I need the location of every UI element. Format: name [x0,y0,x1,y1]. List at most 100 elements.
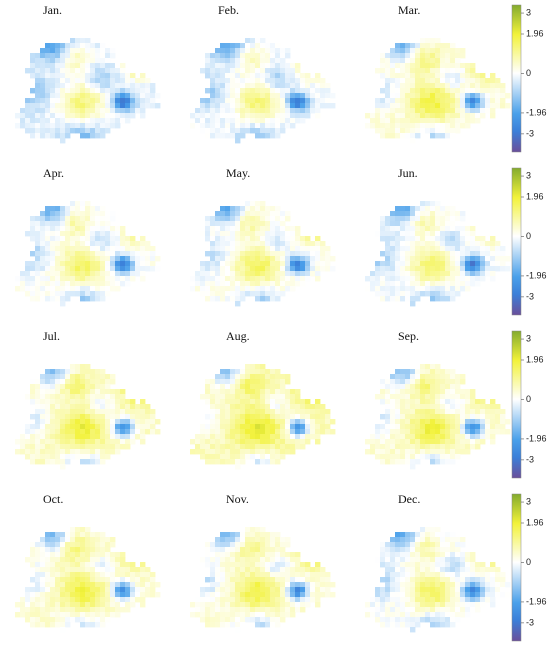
map-cell [275,221,281,227]
map-cell [460,562,466,568]
map-cell [455,607,461,613]
map-cell [410,414,416,420]
map-cell [290,394,296,400]
map-cell [50,108,56,114]
map-cell [260,572,266,578]
map-cell [455,88,461,94]
map-cell [375,261,381,267]
map-cell [30,88,36,94]
map-cell [395,597,401,603]
map-cell [280,58,286,64]
map-cell [375,118,381,124]
map-cell [100,93,106,99]
map-cell [390,291,396,297]
map-cell [450,83,456,89]
map-cell [315,113,321,119]
map-cell [460,246,466,252]
map-cell [480,93,486,99]
map-cell [75,434,81,440]
map-cell [400,236,406,242]
map-cell [50,73,56,79]
map-cell [235,399,241,405]
map-cell [255,622,261,628]
map-cell [25,291,31,297]
map-cell [100,216,106,222]
map-cell [320,404,326,410]
map-cell [440,118,446,124]
map-cell [415,281,421,287]
map-cell [30,379,36,385]
map-cell [390,384,396,390]
map-cell [315,404,321,410]
map-cell [395,617,401,623]
map-cell [390,118,396,124]
map-cell [65,286,71,292]
map-cell [485,108,491,114]
map-cell [30,63,36,69]
map-cell [435,118,441,124]
map-cell [385,542,391,548]
map-cell [415,48,421,54]
map-cell [460,211,466,217]
map-cell [250,53,256,59]
map-cell [70,527,76,533]
map-cell [220,552,226,558]
map-cell [115,281,121,287]
map-cell [405,567,411,573]
map-cell [280,602,286,608]
map-cell [95,602,101,608]
map-cell [50,557,56,563]
map-cell [275,133,281,139]
map-cell [130,93,136,99]
map-cell [240,582,246,588]
map-cell [245,532,251,538]
map-cell [405,48,411,54]
map-cell [210,231,216,237]
map-cell [100,236,106,242]
map-cell [480,567,486,573]
map-cell [405,582,411,588]
map-cell [95,236,101,242]
map-cell [145,251,151,257]
map-cell [70,231,76,237]
map-cell [450,404,456,410]
map-cell [135,93,141,99]
map-cell [450,414,456,420]
map-cell [50,597,56,603]
map-cell [275,439,281,445]
map-cell [485,241,491,247]
map-cell [235,572,241,578]
map-cell [70,266,76,272]
map-cell [205,562,211,568]
map-cell [400,211,406,217]
map-cell [260,83,266,89]
map-cell [85,206,91,212]
map-cell [20,612,26,618]
map-cell [230,88,236,94]
map-cell [410,221,416,227]
map-cell [290,118,296,124]
map-cell [440,567,446,573]
map-cell [415,63,421,69]
map-cell [255,577,261,583]
map-cell [445,389,451,395]
map-cell [120,281,126,287]
map-cell [270,98,276,104]
map-cell [250,409,256,415]
map-cell [30,276,36,282]
map-cell [405,231,411,237]
map-cell [405,78,411,84]
map-cell [400,128,406,134]
map-cell [95,542,101,548]
map-cell [280,592,286,598]
map-cell [75,128,81,134]
map-cell [240,587,246,593]
map-cell [125,118,131,124]
map-cell [275,241,281,247]
map-cell [295,424,301,430]
map-cell [430,429,436,435]
map-cell [95,537,101,543]
map-cell [25,602,31,608]
map-cell [45,276,51,282]
map-cell [55,281,61,287]
